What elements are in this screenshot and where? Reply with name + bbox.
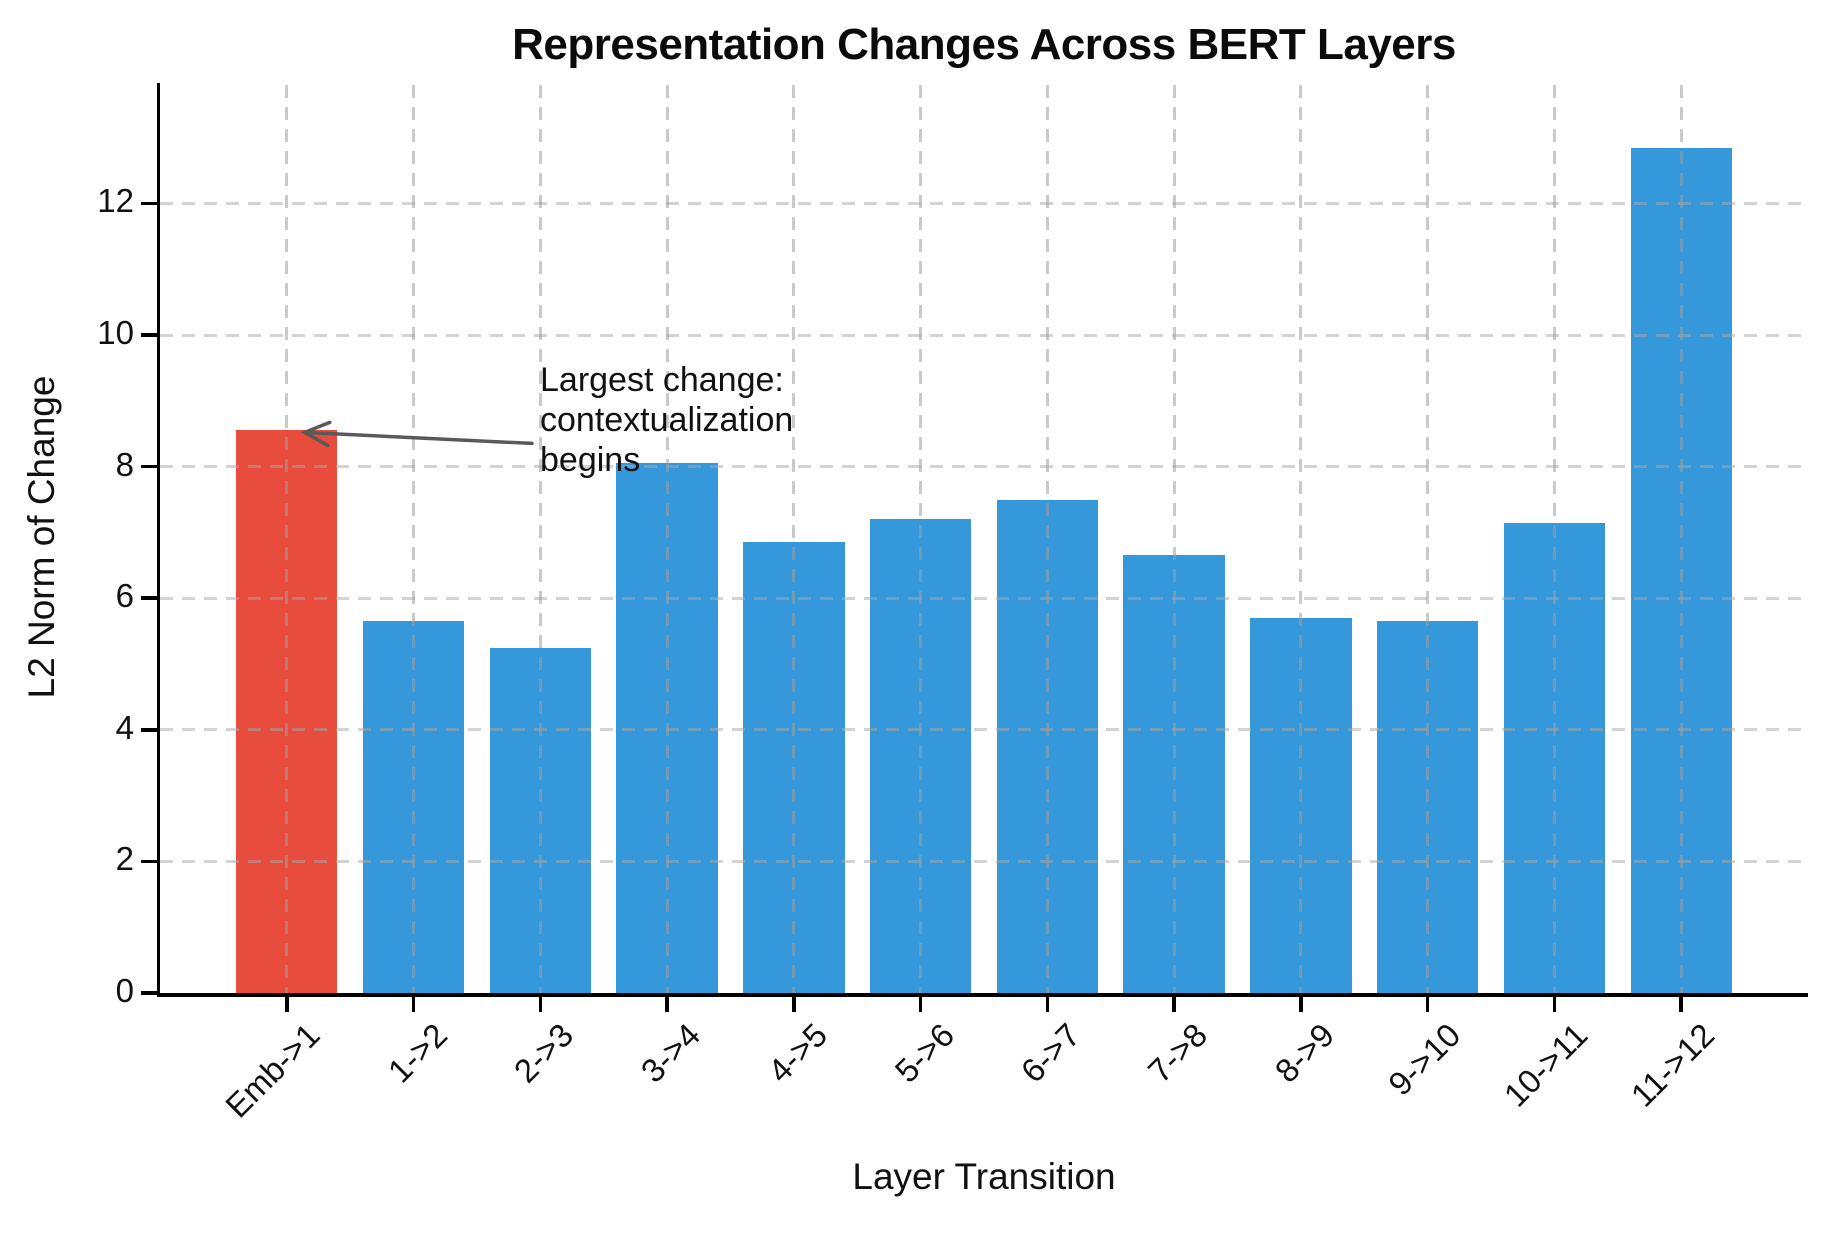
y-tick-label: 0 bbox=[115, 972, 134, 1009]
x-tick-mark bbox=[918, 993, 923, 1012]
v-gridline bbox=[665, 85, 669, 993]
h-gridline bbox=[160, 859, 1808, 863]
v-gridline bbox=[919, 85, 923, 993]
x-tick-label: 3->4 bbox=[633, 1016, 708, 1090]
x-tick-mark bbox=[538, 993, 543, 1012]
v-gridline bbox=[538, 85, 542, 993]
y-tick-mark bbox=[141, 991, 160, 995]
arrow-icon bbox=[300, 420, 534, 448]
x-tick-label: 2->3 bbox=[506, 1016, 581, 1090]
h-gridline bbox=[160, 201, 1808, 205]
x-axis-spine bbox=[156, 993, 1808, 997]
x-tick-mark bbox=[285, 993, 289, 1012]
y-tick-label: 2 bbox=[115, 840, 134, 878]
x-tick-label: 10->11 bbox=[1496, 1016, 1595, 1114]
v-gridline bbox=[1679, 85, 1683, 993]
v-gridline bbox=[1299, 85, 1303, 993]
v-gridline bbox=[285, 85, 289, 993]
x-axis-label: Layer Transition bbox=[852, 1156, 1116, 1197]
v-gridline bbox=[412, 85, 416, 993]
h-gridline bbox=[160, 596, 1808, 600]
v-gridline bbox=[1552, 85, 1556, 993]
y-axis-spine bbox=[156, 83, 160, 997]
h-gridline bbox=[160, 465, 1808, 469]
y-tick-mark bbox=[141, 201, 160, 206]
x-tick-mark bbox=[1172, 993, 1176, 1012]
x-tick-mark bbox=[1552, 993, 1557, 1012]
y-tick-label: 8 bbox=[115, 445, 134, 483]
x-tick-label: 1->2 bbox=[380, 1016, 454, 1090]
x-tick-label: 8->9 bbox=[1267, 1016, 1342, 1090]
y-tick-mark bbox=[141, 464, 160, 469]
v-gridline bbox=[792, 85, 796, 993]
y-tick-mark bbox=[141, 728, 160, 732]
v-gridline bbox=[1172, 85, 1176, 993]
x-tick-label: 6->7 bbox=[1014, 1016, 1088, 1090]
y-tick-label: 12 bbox=[97, 182, 134, 220]
y-tick-label: 4 bbox=[115, 708, 134, 746]
y-tick-label: 6 bbox=[115, 577, 134, 615]
h-gridline bbox=[160, 333, 1808, 337]
v-gridline bbox=[1426, 85, 1430, 993]
x-tick-mark bbox=[1299, 993, 1303, 1012]
x-tick-mark bbox=[1679, 993, 1683, 1012]
x-tick-label: 4->5 bbox=[760, 1016, 835, 1090]
x-tick-label: 5->6 bbox=[887, 1016, 961, 1090]
x-tick-mark bbox=[1045, 993, 1050, 1012]
y-tick-label: 10 bbox=[97, 314, 134, 352]
h-gridline bbox=[160, 728, 1808, 732]
y-tick-mark bbox=[141, 596, 160, 600]
v-gridline bbox=[1045, 85, 1049, 993]
x-tick-mark bbox=[665, 993, 669, 1012]
x-tick-mark bbox=[792, 993, 796, 1012]
x-tick-label: 9->10 bbox=[1381, 1016, 1468, 1103]
annotation-text: Largest change: contextualization begins bbox=[540, 361, 794, 479]
x-tick-mark bbox=[411, 993, 416, 1012]
x-tick-label: 7->8 bbox=[1140, 1016, 1215, 1090]
y-axis-label: L2 Norm of Change bbox=[21, 375, 62, 699]
y-tick-mark bbox=[141, 859, 160, 864]
x-tick-mark bbox=[1425, 993, 1430, 1012]
x-tick-label: 11->12 bbox=[1623, 1016, 1722, 1114]
y-tick-mark bbox=[141, 333, 160, 337]
chart-title: Representation Changes Across BERT Layer… bbox=[512, 20, 1456, 69]
x-tick-label: Emb->1 bbox=[218, 1016, 327, 1125]
